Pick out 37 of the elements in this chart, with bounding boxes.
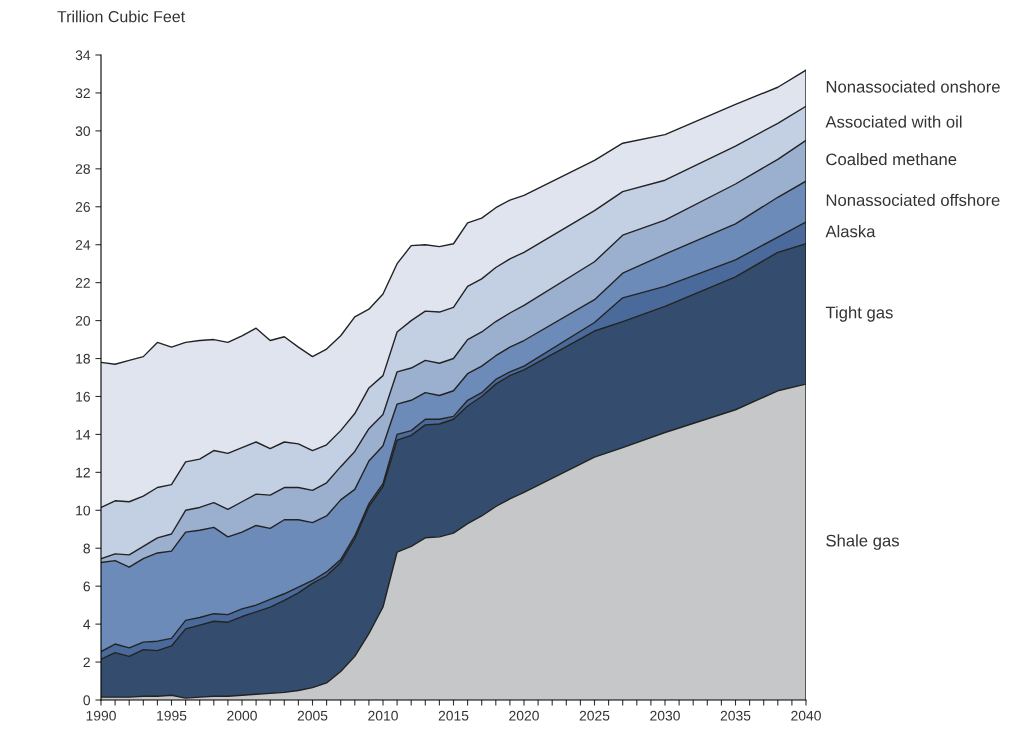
y-tick-label: 14 (76, 429, 91, 440)
y-tick-label: 24 (75, 240, 91, 250)
x-tick-label: 2025 (579, 710, 610, 721)
y-tick-label: 26 (75, 202, 90, 212)
y-tick-label: 6 (83, 581, 90, 592)
x-tick-label: 1995 (157, 710, 187, 721)
y-tick-label: 30 (75, 126, 91, 137)
x-tick-label: 2020 (509, 710, 539, 721)
series-label: Alaska (825, 225, 876, 238)
x-tick-label: 2000 (227, 710, 257, 721)
x-tick-label: 2030 (650, 710, 680, 721)
y-tick-label: 28 (75, 164, 90, 174)
x-tick-label: 1990 (86, 710, 116, 721)
y-tick-label: 10 (76, 505, 91, 516)
y-tick-label: 2 (83, 657, 90, 668)
x-tick-label: 2035 (720, 710, 751, 721)
x-tick-label: 2010 (368, 710, 398, 721)
y-tick-label: 8 (83, 543, 90, 554)
series-label: Associated with oil (825, 115, 962, 128)
x-tick-label: 2040 (791, 710, 821, 721)
y-tick-label: 20 (75, 315, 91, 326)
series-label: Tight gas (825, 306, 893, 322)
series-label: Nonassociated onshore (826, 80, 1000, 93)
y-axis-title: Trillion Cubic Feet (57, 10, 185, 23)
y-tick-label: 0 (83, 695, 91, 706)
y-tick-label: 22 (75, 277, 90, 288)
series-label: Coalbed methane (826, 152, 957, 166)
x-tick-label: 2005 (297, 710, 328, 721)
y-tick-label: 4 (83, 619, 91, 630)
y-tick-label: 18 (76, 353, 90, 364)
y-tick-label: 16 (76, 391, 90, 402)
y-tick-label: 34 (75, 50, 91, 61)
series-label: Shale gas (826, 534, 899, 550)
y-tick-label: 32 (75, 88, 90, 99)
x-tick-label: 2015 (438, 710, 469, 721)
y-tick-label: 12 (76, 467, 90, 478)
series-label: Nonassociated offshore (826, 193, 1000, 207)
